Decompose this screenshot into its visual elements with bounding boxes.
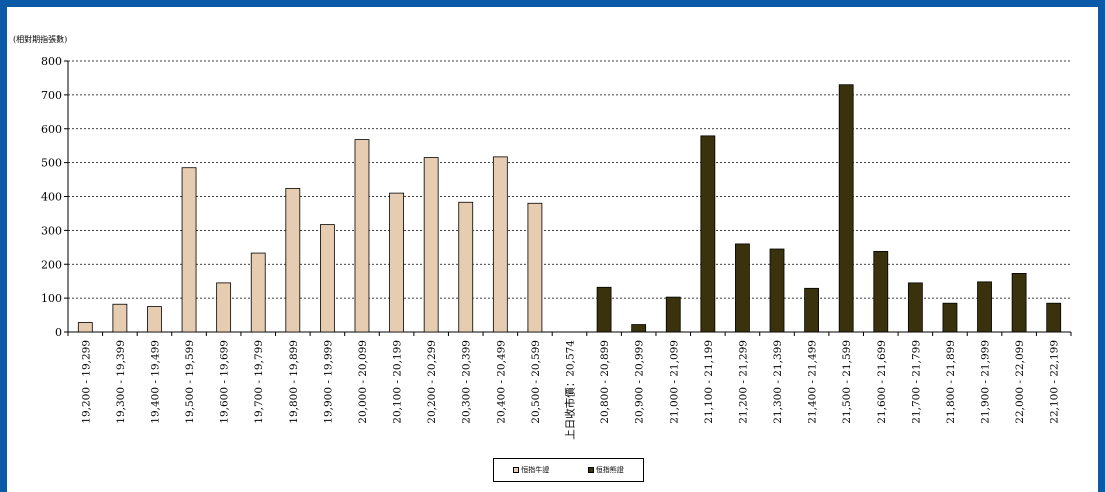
bear-bar — [735, 243, 750, 333]
y-tick-label: 0 — [55, 326, 62, 339]
x-tick-label: 21,000 - 21,099 — [668, 340, 680, 424]
y-tick-label: 200 — [41, 258, 62, 271]
bull-bar — [527, 202, 543, 333]
bear-bar — [942, 302, 958, 333]
bear-bar — [1011, 272, 1027, 333]
x-tick-label: 21,300 - 21,399 — [772, 340, 784, 424]
x-tick-label: 20,000 - 20,099 — [357, 340, 369, 424]
bear-bar — [631, 324, 647, 333]
y-tick-label: 600 — [41, 123, 62, 136]
bull-bar — [389, 192, 404, 333]
legend-swatch-bear — [587, 467, 594, 473]
bull-bar — [216, 282, 232, 333]
legend-label-bull: 恒指牛證 — [521, 466, 550, 474]
bull-bar — [77, 322, 93, 333]
x-tick-label: 19,500 - 19,599 — [184, 340, 196, 424]
bull-bar — [285, 187, 301, 333]
bear-bar — [838, 84, 854, 333]
x-tick-label: 22,000 - 22,099 — [1014, 340, 1026, 424]
x-tick-label: 21,800 - 21,899 — [945, 340, 957, 424]
x-tick-label: 19,400 - 19,499 — [149, 340, 161, 424]
bear-bar — [665, 296, 681, 333]
x-tick-label: 19,800 - 19,899 — [288, 340, 300, 424]
x-tick-label: 19,600 - 19,699 — [219, 340, 231, 424]
bear-bar — [977, 281, 992, 333]
x-tick-label: 20,400 - 20,499 — [495, 340, 507, 424]
x-tick-label: 19,300 - 19,399 — [115, 340, 127, 424]
x-tick-label: 19,200 - 19,299 — [80, 340, 92, 424]
bull-bar — [458, 201, 474, 333]
bull-bar — [423, 157, 439, 333]
y-axis-unit-label: (相對期指張數) — [13, 35, 68, 44]
y-tick-label: 400 — [41, 191, 62, 204]
x-tick-label: 21,700 - 21,799 — [910, 340, 922, 424]
bear-bar — [907, 282, 923, 333]
bull-bar — [112, 303, 128, 333]
x-tick-label: 21,600 - 21,699 — [876, 340, 888, 424]
bull-bar — [354, 139, 370, 333]
bull-bar — [181, 167, 197, 333]
x-tick-label: 19,900 - 19,999 — [322, 340, 334, 424]
bear-bar — [596, 286, 612, 333]
y-tick-label: 700 — [41, 89, 62, 102]
legend: 恒指牛證 恒指熊證 — [493, 458, 644, 482]
bear-bar — [769, 248, 785, 333]
y-tick-label: 100 — [41, 292, 62, 305]
bull-bar — [147, 306, 162, 333]
legend-item-bear: 恒指熊證 — [587, 465, 624, 475]
legend-label-bear: 恒指熊證 — [595, 466, 624, 474]
x-tick-label: 21,100 - 21,199 — [703, 340, 715, 424]
legend-item-bull: 恒指牛證 — [513, 465, 549, 475]
x-tick-label: 21,400 - 21,499 — [807, 340, 819, 424]
bar-chart: 0 100 200 300 400 500 600 700 800 19,200 - 19,299… — [41, 55, 1072, 440]
bear-bar — [873, 250, 889, 333]
bear-bar — [804, 287, 820, 333]
x-tick-label: 22,100 - 22,199 — [1049, 340, 1061, 424]
bull-bar — [250, 252, 266, 333]
bear-bar — [1046, 302, 1062, 333]
x-tick-label: 20,500 - 20,599 — [530, 340, 542, 424]
x-tick-label: 20,800 - 20,899 — [599, 340, 611, 424]
x-tick-label: 20,200 - 20,299 — [426, 340, 438, 424]
bull-bar — [319, 224, 335, 333]
chart-panel: (相對期指張數) 0 100 200 300 400 500 600 700 800 19,200… — [7, 7, 1098, 492]
legend-swatch-bull — [513, 467, 520, 473]
x-tick-label: 20,900 - 20,999 — [634, 340, 646, 424]
x-tick-label: 上日收市價：20,574 — [564, 340, 577, 440]
x-tick-label: 21,500 - 21,599 — [841, 340, 853, 424]
x-tick-label: 20,300 - 20,399 — [461, 340, 473, 424]
x-tick-label: 21,200 - 21,299 — [737, 340, 749, 424]
x-tick-label: 19,700 - 19,799 — [253, 340, 265, 424]
y-tick-label: 500 — [41, 157, 62, 170]
x-tick-label: 20,100 - 20,199 — [392, 340, 404, 424]
bear-bar — [700, 135, 716, 333]
bull-bar — [492, 156, 508, 333]
x-tick-label: 21,900 - 21,999 — [980, 340, 992, 424]
y-tick-label: 800 — [41, 55, 62, 68]
y-tick-label: 300 — [41, 224, 62, 237]
